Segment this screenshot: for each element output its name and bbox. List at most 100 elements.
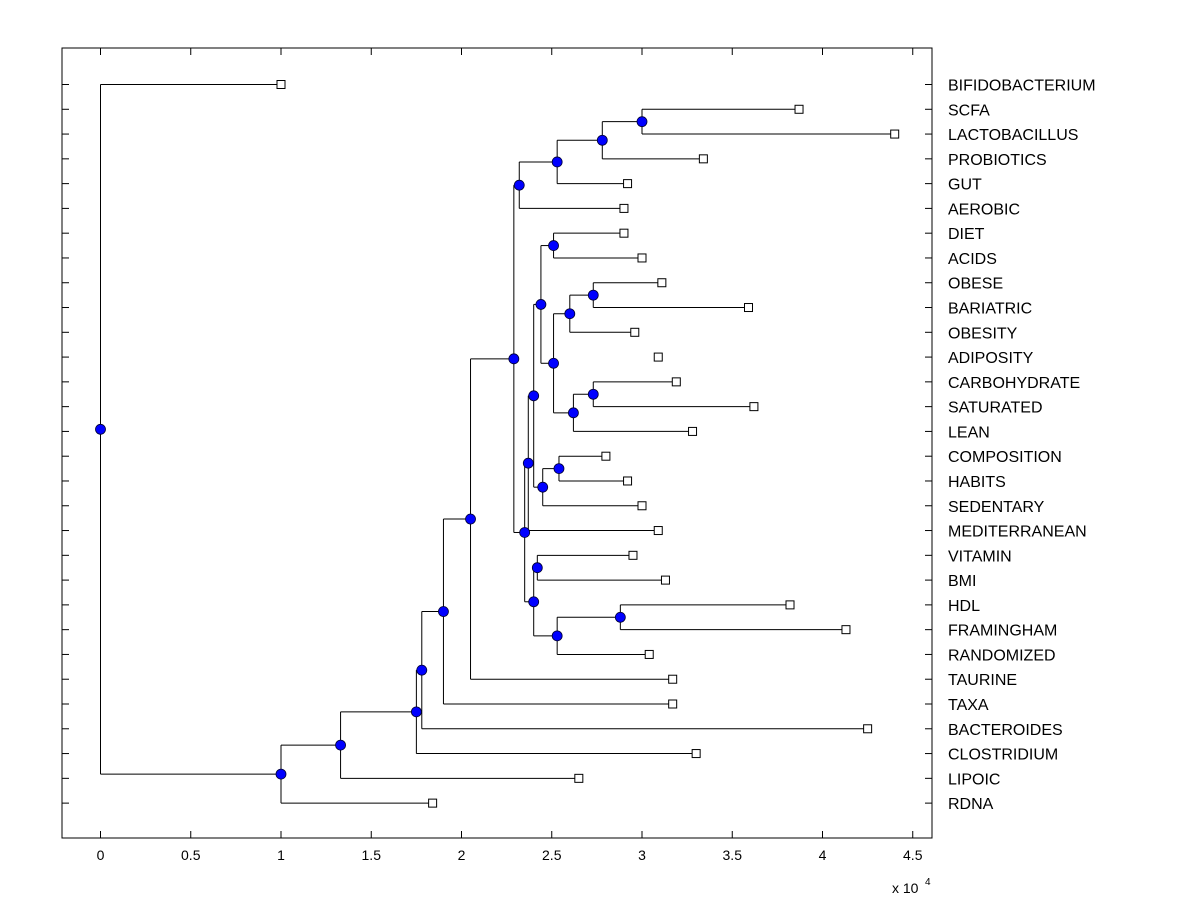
node-marker xyxy=(614,611,626,623)
leaf-label: OBESE xyxy=(948,276,1003,293)
leaf-marker xyxy=(628,550,638,560)
node-marker xyxy=(551,156,563,168)
node-marker xyxy=(531,562,543,574)
leaf-label: BMI xyxy=(948,573,976,590)
leaf-marker xyxy=(653,352,663,362)
node-marker xyxy=(587,388,599,400)
node-marker xyxy=(636,116,648,128)
node-marker xyxy=(528,596,540,608)
x-tick-label: 1.5 xyxy=(362,847,382,863)
leaf-label: FRAMINGHAM xyxy=(948,623,1057,640)
node-marker xyxy=(513,179,525,191)
leaf-label: BIFIDOBACTERIUM xyxy=(948,78,1096,95)
leaf-label: SEDENTARY xyxy=(948,499,1045,516)
node-marker xyxy=(95,423,106,435)
node-marker xyxy=(535,299,547,310)
leaf-label: CLOSTRIDIUM xyxy=(948,747,1058,764)
leaf-markers xyxy=(276,80,900,808)
x-tick-label: 3 xyxy=(638,847,646,863)
plot-area xyxy=(61,47,933,839)
axis-ticks xyxy=(62,48,932,838)
node-marker xyxy=(416,664,428,676)
leaf-label: TAURINE xyxy=(948,672,1017,689)
leaf-marker xyxy=(890,129,900,139)
node-marker xyxy=(537,481,549,493)
node-marker xyxy=(528,390,540,402)
leaf-marker xyxy=(743,303,753,313)
leaf-marker xyxy=(660,575,670,585)
leaf-label: BARIATRIC xyxy=(948,301,1032,318)
leaf-marker xyxy=(630,327,640,337)
leaf-label: COMPOSITION xyxy=(948,449,1062,466)
leaf-marker xyxy=(668,674,678,684)
leaf-label: RDNA xyxy=(948,796,994,813)
leaf-label: BACTEROIDES xyxy=(948,722,1063,739)
x-scale-exponent: 4 xyxy=(925,877,931,888)
leaf-label: VITAMIN xyxy=(948,548,1012,565)
x-tick-labels: 0 0.5 1 1.5 2 2.5 3 3.5 4 4.5 xyxy=(97,847,923,863)
node-marker xyxy=(548,240,559,251)
leaf-marker xyxy=(863,724,873,734)
x-tick-label: 2.5 xyxy=(542,847,562,863)
leaf-marker xyxy=(428,798,438,808)
leaf-label: RANDOMIZED xyxy=(948,647,1056,664)
node-marker xyxy=(596,134,608,146)
leaf-label: MEDITERRANEAN xyxy=(948,524,1087,541)
x-tick-label: 1 xyxy=(277,847,285,863)
leaf-marker xyxy=(619,203,629,213)
node-marker xyxy=(522,457,534,469)
leaf-marker xyxy=(698,154,708,164)
leaf-label: ACIDS xyxy=(948,251,997,268)
node-marker xyxy=(587,289,599,301)
leaf-marker xyxy=(574,773,584,783)
leaf-marker xyxy=(657,278,667,288)
leaf-marker xyxy=(785,600,795,610)
leaf-marker xyxy=(688,426,698,436)
leaf-label: LIPOIC xyxy=(948,771,1000,788)
leaf-label: CARBOHYDRATE xyxy=(948,375,1080,392)
leaf-marker xyxy=(623,476,633,486)
node-marker xyxy=(551,630,563,642)
node-marker xyxy=(553,463,565,474)
leaf-label: PROBIOTICS xyxy=(948,152,1047,169)
leaf-label: OBESITY xyxy=(948,325,1018,342)
leaf-marker xyxy=(749,402,759,412)
leaf-marker xyxy=(619,228,629,238)
node-marker xyxy=(438,606,449,617)
node-marker xyxy=(508,353,520,365)
x-tick-label: 4.5 xyxy=(903,847,923,863)
node-marker xyxy=(568,407,579,419)
node-marker xyxy=(519,527,531,538)
leaf-marker xyxy=(691,749,701,759)
node-marker xyxy=(410,706,422,718)
x-tick-label: 4 xyxy=(819,847,827,863)
leaf-marker xyxy=(794,104,804,114)
leaf-marker xyxy=(671,377,681,387)
leaf-label: DIET xyxy=(948,226,985,243)
leaf-label: AEROBIC xyxy=(948,201,1020,218)
node-marker xyxy=(275,768,287,780)
leaf-marker xyxy=(637,501,647,511)
node-marker xyxy=(548,357,559,369)
leaf-label: LACTOBACILLUS xyxy=(948,127,1078,144)
x-tick-label: 0 xyxy=(97,847,105,863)
leaf-marker xyxy=(623,179,633,189)
node-marker xyxy=(564,308,576,320)
x-scale-label: x 10 xyxy=(892,880,919,896)
leaf-label: TAXA xyxy=(948,697,989,714)
x-tick-label: 0.5 xyxy=(181,847,201,863)
x-tick-label: 3.5 xyxy=(723,847,743,863)
x-tick-label: 2 xyxy=(458,847,466,863)
node-marker xyxy=(465,513,476,525)
leaf-label: SCFA xyxy=(948,102,990,119)
leaf-marker xyxy=(276,80,286,89)
leaf-label: HABITS xyxy=(948,474,1006,491)
leaf-label: LEAN xyxy=(948,424,990,441)
leaf-marker xyxy=(668,699,678,709)
node-marker xyxy=(335,739,346,751)
leaf-marker xyxy=(841,625,851,635)
leaf-marker xyxy=(601,451,611,461)
leaf-label: ADIPOSITY xyxy=(948,350,1034,367)
leaf-label: SATURATED xyxy=(948,400,1043,417)
leaf-label: HDL xyxy=(948,598,980,615)
